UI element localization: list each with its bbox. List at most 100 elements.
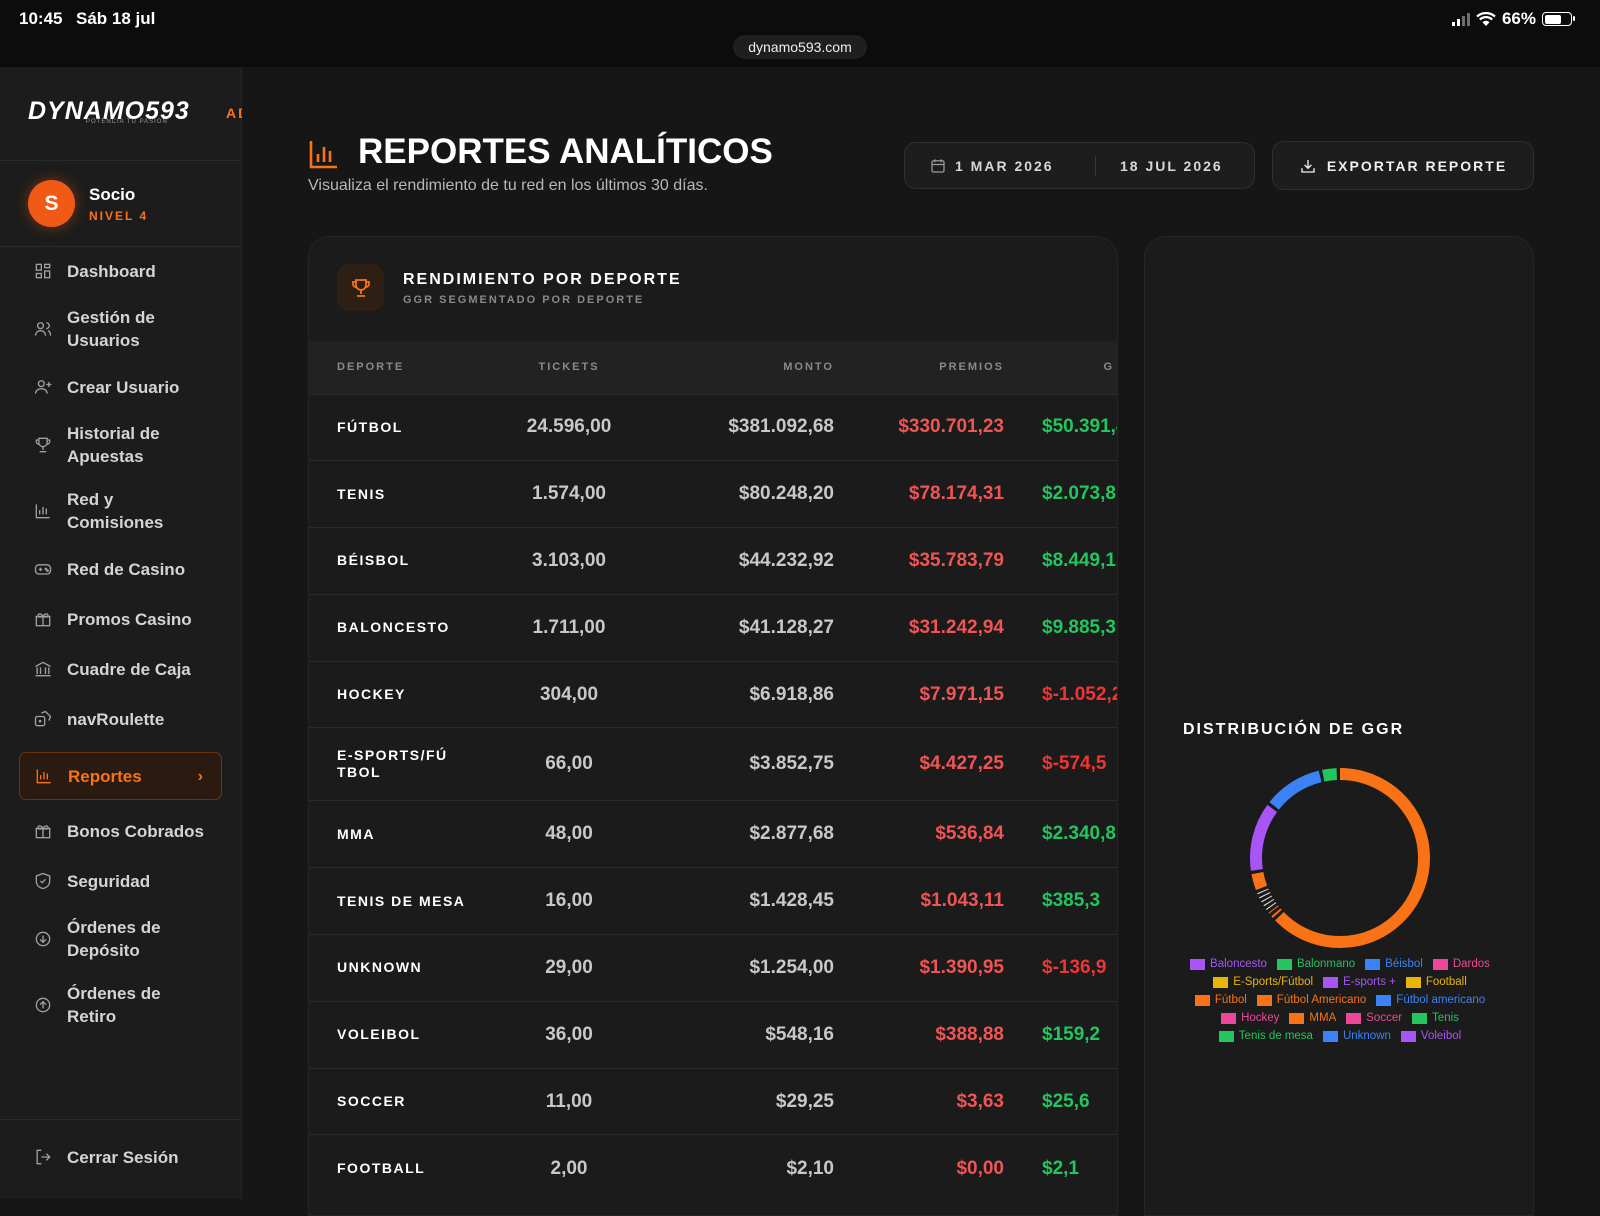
legend-label: MMA [1309,1010,1336,1026]
donut-slice[interactable] [1269,902,1270,903]
legend-item[interactable]: Baloncesto [1190,956,1267,972]
donut-slice[interactable] [1276,912,1277,913]
sidebar-item-navroulette[interactable]: navRoulette [19,702,222,736]
sidebar-item-crear-usuario[interactable]: Crear Usuario [19,370,222,404]
export-report-button[interactable]: EXPORTAR REPORTE [1272,141,1534,190]
premios-cell: $330.701,23 [834,394,1004,461]
sidebar-item-reportes[interactable]: Reportes › [19,752,222,800]
sidebar-item-ordenes-retiro[interactable]: Órdenes de Retiro [19,980,222,1030]
sidebar-item-seguridad[interactable]: Seguridad [19,864,222,898]
donut-slice[interactable] [1323,774,1337,776]
premios-cell: $3,63 [834,1068,1004,1135]
donut-slice[interactable] [1257,873,1261,888]
sidebar-item-promos-casino[interactable]: Promos Casino [19,602,222,636]
monto-cell: $29,25 [659,1068,834,1135]
logout-icon [19,1147,67,1167]
ggr-cell: $8.449,1 [1004,528,1118,595]
sidebar-item-historial-apuestas[interactable]: Historial de Apuestas [19,420,222,470]
legend-item[interactable]: Voleibol [1401,1028,1461,1044]
column-header-tickets[interactable]: TICKETS [479,341,659,394]
sidebar-item-red-casino[interactable]: Red de Casino [19,552,222,586]
ggr-donut-chart [1240,758,1440,958]
date-end[interactable]: 18 JUL 2026 [1120,158,1223,174]
sidebar-item-label: navRoulette [67,708,164,731]
legend-label: Béisbol [1385,956,1423,972]
sidebar-item-ordenes-deposito[interactable]: Órdenes de Depósito [19,914,222,964]
donut-slice[interactable] [1279,774,1424,942]
donut-slice[interactable] [1271,906,1272,907]
legend-label: Fútbol Americano [1277,992,1367,1008]
ggr-cell: $2,1 [1004,1135,1118,1202]
legend-item[interactable]: E-Sports/Fútbol [1213,974,1313,990]
legend-label: Tenis de mesa [1239,1028,1313,1044]
sidebar-item-bonos-cobrados[interactable]: Bonos Cobrados [19,814,222,848]
sidebar-item-gestion-usuarios[interactable]: Gestión de Usuarios [19,304,222,354]
legend-item[interactable]: MMA [1289,1010,1336,1026]
premios-cell: $78.174,31 [834,461,1004,528]
legend-swatch [1289,1013,1304,1024]
column-header-monto[interactable]: MONTO [659,341,834,394]
sport-cell: HOCKEY [309,661,479,728]
legend-item[interactable]: Soccer [1346,1010,1402,1026]
legend-item[interactable]: Unknown [1323,1028,1391,1044]
column-header-ggr[interactable]: G [1004,341,1118,394]
legend-swatch [1190,959,1205,970]
monto-cell: $6.918,86 [659,661,834,728]
legend-item[interactable]: Fútbol americano [1376,992,1485,1008]
legend-swatch [1401,1031,1416,1042]
dice-icon [19,709,67,729]
legend-item[interactable]: Dardos [1433,956,1490,972]
sidebar-item-cuadre-caja[interactable]: Cuadre de Caja [19,652,222,686]
sidebar-item-label: Cuadre de Caja [67,658,191,681]
date-start[interactable]: 1 MAR 2026 [955,158,1095,174]
legend-item[interactable]: Hockey [1221,1010,1279,1026]
user-profile[interactable]: S Socio NIVEL 4 [28,180,148,227]
legend-item[interactable]: Football [1406,974,1467,990]
legend-item[interactable]: Fútbol [1195,992,1247,1008]
ggr-cell: $2.340,8 [1004,801,1118,868]
sport-cell: FOOTBALL [309,1135,479,1202]
sidebar-item-label: Historial de Apuestas [67,422,207,468]
premios-cell: $31.242,94 [834,594,1004,661]
sidebar-item-dashboard[interactable]: Dashboard [19,254,222,288]
sidebar-item-label: Reportes [68,765,142,788]
ggr-cell: $-136,9 [1004,935,1118,1002]
column-header-premios[interactable]: PREMIOS [834,341,1004,394]
page-subtitle: Visualiza el rendimiento de tu red en lo… [308,177,708,195]
date-range-picker[interactable]: 1 MAR 2026 18 JUL 2026 [904,142,1255,189]
cellular-signal-icon [1452,12,1470,26]
logout-button[interactable]: Cerrar Sesión [19,1140,222,1174]
main-content: REPORTES ANALÍTICOS Visualiza el rendimi… [242,67,1600,1199]
legend-item[interactable]: E-sports + [1323,974,1396,990]
arrow-down-circle-icon [19,929,67,949]
legend-item[interactable]: Tenis de mesa [1219,1028,1313,1044]
url-bar[interactable]: dynamo593.com [733,35,867,59]
legend-swatch [1195,995,1210,1006]
donut-slice[interactable] [1273,909,1274,910]
legend-item[interactable]: Tenis [1412,1010,1459,1026]
sidebar-item-red-comisiones[interactable]: Red y Comisiones [19,486,222,536]
monto-cell: $2,10 [659,1135,834,1202]
monto-cell: $3.852,75 [659,728,834,801]
donut-slice[interactable] [1256,808,1272,870]
ggr-cell: $50.391,4 [1004,394,1118,461]
donut-slice[interactable] [1274,776,1320,805]
legend-item[interactable]: Béisbol [1365,956,1423,972]
legend-item[interactable]: Fútbol Americano [1257,992,1367,1008]
legend-label: Soccer [1366,1010,1402,1026]
sidebar-item-label: Red y Comisiones [67,488,187,534]
legend-item[interactable]: Balonmano [1277,956,1355,972]
column-header-deporte[interactable]: DEPORTE [309,341,479,394]
